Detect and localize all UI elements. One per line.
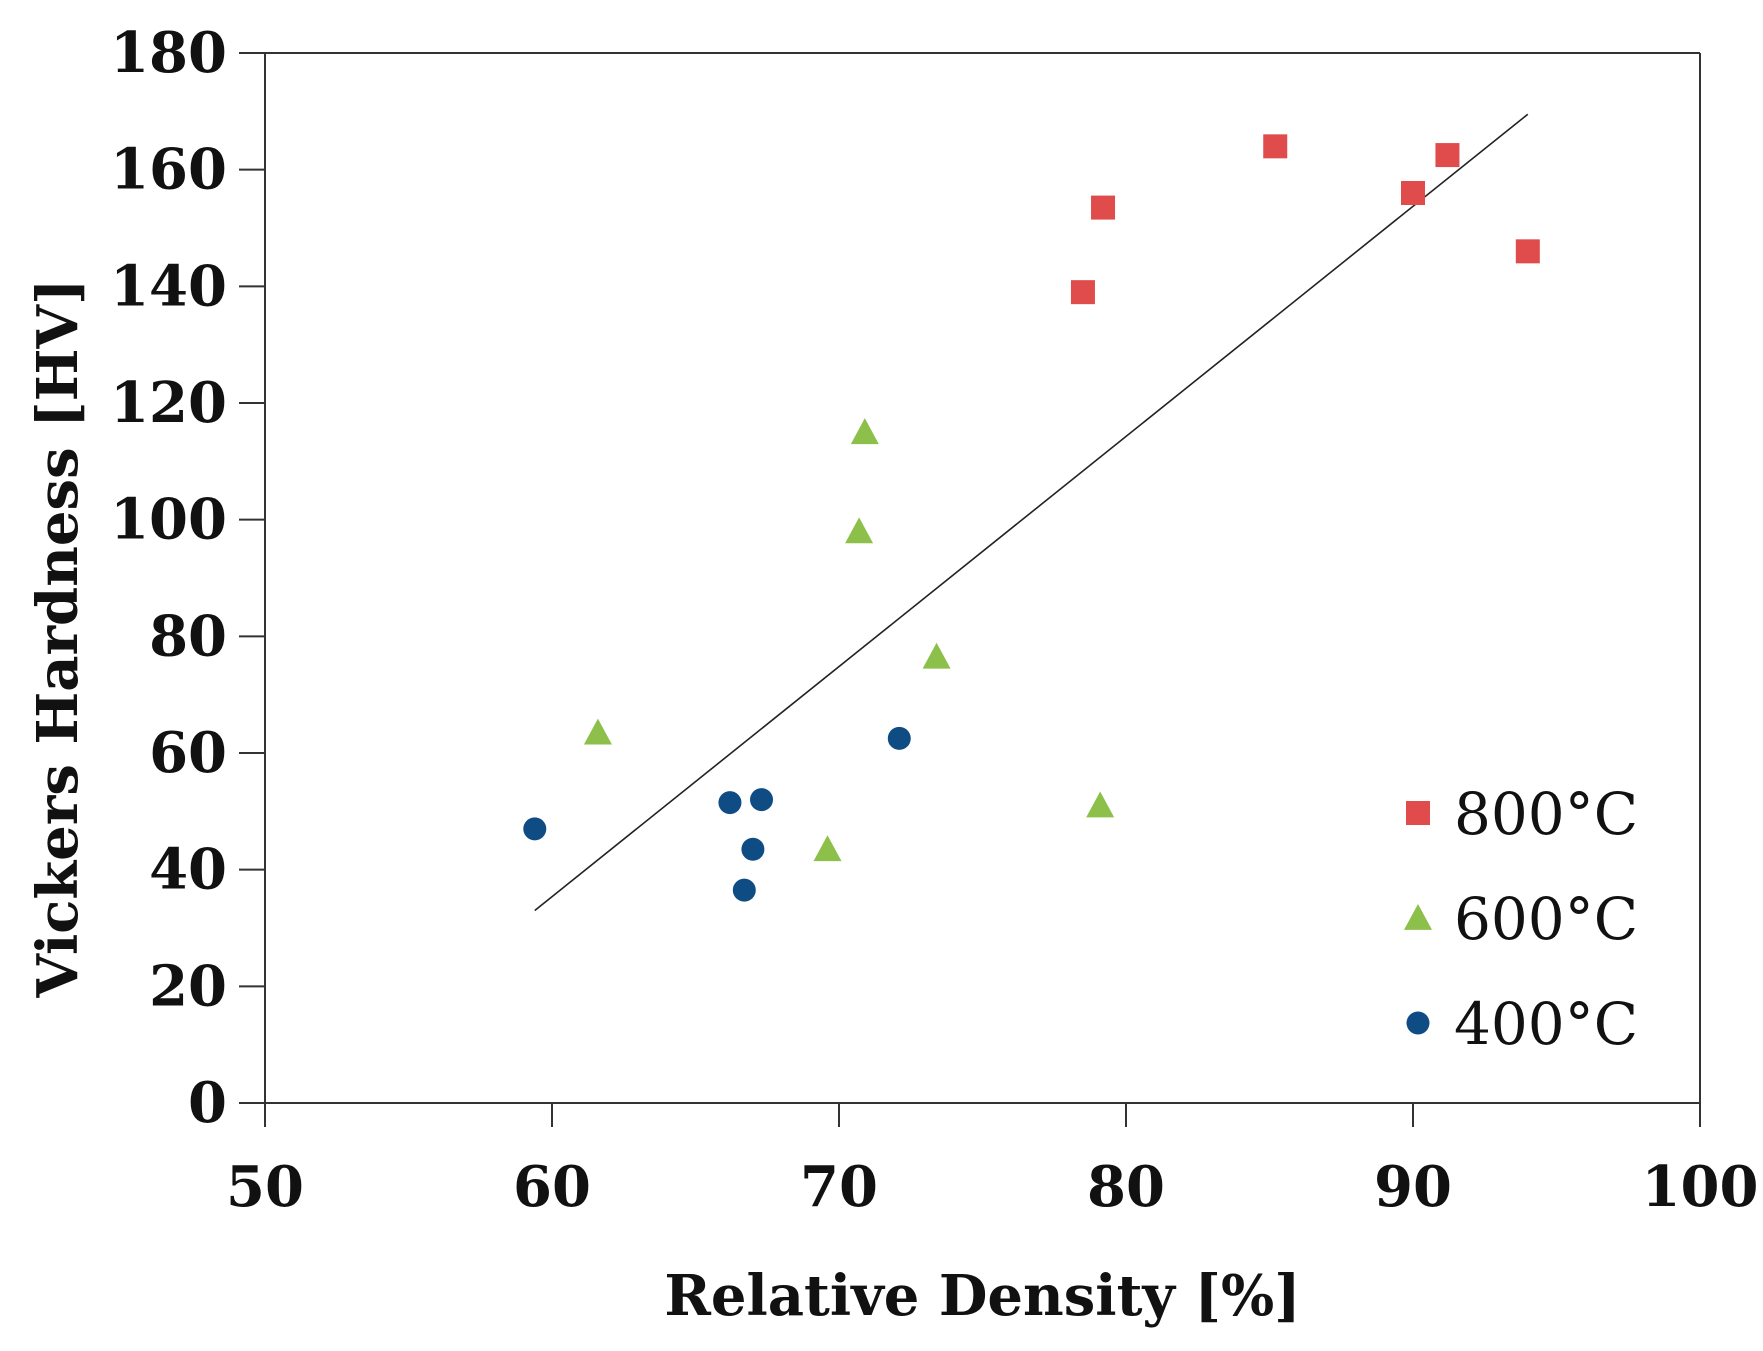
data-point-400c <box>718 791 742 815</box>
data-point-800c <box>1070 280 1095 305</box>
legend-marker-800c <box>1406 801 1430 825</box>
y-tick-label: 0 <box>188 1070 227 1136</box>
data-point-400c <box>750 788 774 812</box>
x-tick-label: 70 <box>800 1154 878 1220</box>
legend-marker-400c <box>1406 1011 1430 1035</box>
data-point-600c <box>922 642 951 669</box>
trendline <box>534 113 1529 912</box>
data-point-600c <box>845 517 874 544</box>
x-tick-label: 90 <box>1374 1154 1452 1220</box>
y-tick-label: 140 <box>110 253 227 319</box>
y-tick-label: 20 <box>149 953 227 1019</box>
tick-labels: 0 20 40 60 80 100 120 140 160 180 50 60 70 80 90 100 <box>110 20 1758 1220</box>
data-point-800c <box>1401 181 1425 205</box>
y-axis-title: Vickers Hardness [HV] <box>25 279 91 999</box>
data-point-800c <box>1263 134 1288 159</box>
y-tick-label: 40 <box>149 837 227 903</box>
data-point-400c <box>732 878 756 902</box>
data-point-400c <box>741 837 765 861</box>
data-point-600c <box>813 835 842 862</box>
legend-marker-600c <box>1404 904 1432 930</box>
y-tick-label: 180 <box>110 20 227 86</box>
legend: 800°C 600°C 400°C <box>1404 780 1638 1058</box>
y-tick-label: 80 <box>149 603 227 669</box>
x-axis-title: Relative Density [%] <box>664 1263 1300 1329</box>
data-point-600c <box>850 418 879 445</box>
data-point-400c <box>523 817 547 841</box>
y-tick-label: 100 <box>110 487 227 553</box>
y-tick-label: 160 <box>110 137 227 203</box>
x-tick-label: 80 <box>1087 1154 1165 1220</box>
y-tick-label: 120 <box>110 370 227 436</box>
data-points <box>523 134 1540 902</box>
trendline-layer <box>534 113 1529 912</box>
x-tick-label: 50 <box>226 1154 304 1220</box>
axes <box>239 52 1701 1127</box>
y-tick-label: 60 <box>149 720 227 786</box>
data-point-800c <box>1435 143 1460 168</box>
data-point-600c <box>583 718 612 745</box>
x-tick-label: 100 <box>1642 1154 1759 1220</box>
data-point-600c <box>1086 791 1115 818</box>
data-point-800c <box>1091 195 1116 220</box>
legend-label-600c: 600°C <box>1454 885 1638 953</box>
x-tick-label: 60 <box>513 1154 591 1220</box>
data-point-400c <box>887 726 911 750</box>
legend-label-800c: 800°C <box>1454 780 1638 848</box>
legend-label-400c: 400°C <box>1454 990 1638 1058</box>
data-point-800c <box>1515 239 1540 264</box>
